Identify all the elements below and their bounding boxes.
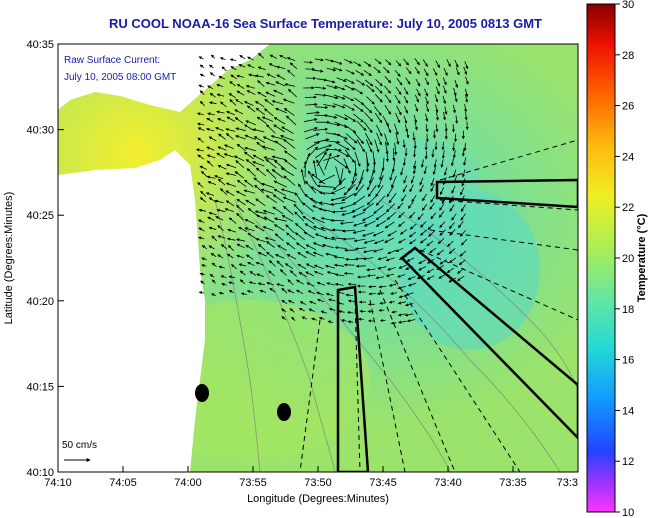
transects (299, 139, 578, 472)
cool-patch-2 (360, 140, 480, 220)
colorbar-tick-label: 18 (622, 304, 634, 316)
x-tick-label: 74:10 (44, 477, 72, 489)
land-new-jersey (58, 150, 205, 472)
y-tick-label: 40:35 (26, 39, 54, 51)
transect-dashed-1 (299, 319, 321, 472)
colorbar-ticks: 30 28 26 24 22 20 18 16 14 12 10 (615, 0, 634, 518)
x-axis-ticks: 74:10 74:05 74:00 73:55 73:50 73:45 73:40 73:35… (44, 466, 579, 489)
y-axis-label: Latitude (Degrees:Minutes) (3, 192, 15, 325)
colorbar (586, 3, 616, 513)
colorbar-tick-label: 14 (622, 405, 634, 417)
x-tick-label: 73:55 (239, 477, 267, 489)
x-tick-label: 73:3 (557, 477, 578, 489)
bathymetry-contours (214, 199, 578, 472)
land-north (58, 44, 270, 112)
current-overlay-time: July 10, 2005 08:00 GMT (64, 72, 176, 83)
site-marker-2 (277, 403, 291, 421)
colorbar-tick-label: 20 (622, 253, 634, 265)
transect-box-southeast (400, 246, 578, 440)
x-tick-label: 73:45 (369, 477, 397, 489)
current-overlay-title: Raw Surface Current: (64, 55, 160, 66)
transect-dashed-3 (369, 299, 406, 472)
transect-box-east (435, 178, 578, 209)
x-axis-label: Longitude (Degrees:Minutes) (247, 493, 389, 505)
colorbar-tick-label: 16 (622, 355, 634, 367)
x-tick-label: 74:05 (109, 477, 137, 489)
scale-label: 50 cm/s (62, 440, 97, 451)
colorbar-tick-label: 10 (622, 507, 634, 518)
x-tick-label: 74:00 (174, 477, 202, 489)
x-tick-label: 73:50 (304, 477, 332, 489)
map-title: RU COOL NOAA-16 Sea Surface Temperature:… (108, 16, 543, 31)
x-tick-label: 73:40 (434, 477, 462, 489)
colorbar-tick-label: 26 (622, 101, 634, 113)
y-tick-label: 40:15 (26, 381, 54, 393)
y-tick-label: 40:10 (26, 467, 54, 479)
site-marker-1 (195, 384, 209, 402)
surface-current-arrows (195, 52, 469, 325)
transect-dashed-4 (379, 289, 456, 472)
colorbar-label: Temperature (°C) (636, 213, 648, 302)
transect-dashed-7 (429, 229, 578, 251)
transect-dashed-6 (419, 249, 578, 321)
x-tick-label: 73:35 (499, 477, 527, 489)
transect-dashed-5 (394, 279, 521, 472)
transect-box-south (336, 285, 370, 472)
colorbar-tick-label: 24 (622, 151, 634, 163)
cool-patch (400, 190, 540, 350)
y-tick-label: 40:30 (26, 125, 54, 137)
colorbar-tick-label: 22 (622, 202, 634, 214)
transect-dashed-2 (354, 299, 361, 472)
y-tick-label: 40:20 (26, 296, 54, 308)
y-tick-label: 40:25 (26, 210, 54, 222)
colorbar-tick-label: 28 (622, 50, 634, 62)
land-inlet (58, 240, 160, 275)
map-plot-area: Raw Surface Current: July 10, 2005 08:00… (58, 44, 578, 472)
transect-dashed-8 (439, 139, 578, 181)
colorbar-tick-label: 12 (622, 456, 634, 468)
colorbar-tick-label: 30 (622, 0, 634, 11)
y-axis-ticks: 40:35 40:30 40:25 40:20 40:15 40:10 (26, 39, 64, 479)
